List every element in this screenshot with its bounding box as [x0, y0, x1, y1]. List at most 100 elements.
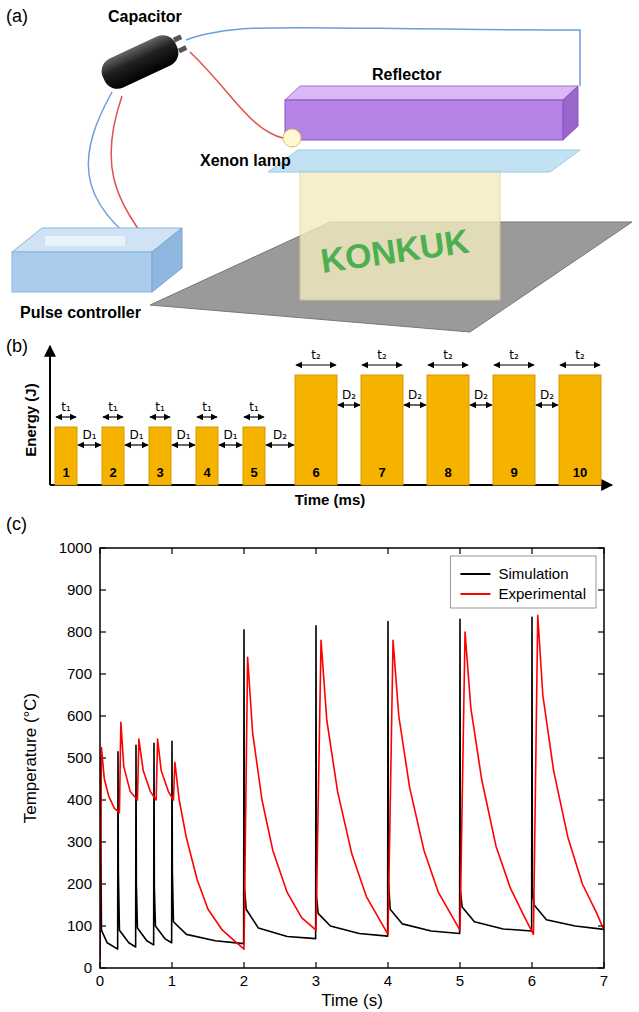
lamp-label: Xenon lamp — [200, 152, 291, 169]
glass-slab — [268, 150, 580, 172]
tick — [459, 548, 460, 554]
legend-swatch — [460, 573, 490, 575]
tick — [598, 715, 604, 716]
pulse-label: 1 — [62, 465, 69, 480]
legend-label: Experimental — [498, 585, 586, 602]
pulse-label: 3 — [156, 465, 163, 480]
tick — [598, 631, 604, 632]
duration-label: t₁ — [202, 400, 212, 414]
pulse — [559, 375, 601, 485]
span-arrow — [296, 364, 336, 365]
plot-frame — [100, 548, 604, 968]
delay-label: D₁ — [129, 428, 143, 442]
span-arrow — [56, 416, 76, 417]
series-line — [100, 617, 604, 955]
span-arrow — [338, 404, 360, 405]
tick — [100, 589, 106, 590]
pulse — [149, 427, 171, 485]
tick — [598, 673, 604, 674]
axis-title: Energy (J) — [22, 383, 39, 456]
tick-label: 500 — [67, 749, 92, 766]
span-arrow — [494, 364, 534, 365]
tick-label: 0 — [96, 972, 104, 989]
duration-label: t₂ — [443, 348, 453, 362]
plot-area — [100, 615, 604, 959]
pulse-label: 9 — [510, 465, 517, 480]
axis-title: Time (ms) — [295, 491, 366, 508]
span-arrow — [219, 444, 242, 445]
capacitor-pin — [178, 45, 187, 53]
capacitor-label: Capacitor — [108, 8, 182, 25]
tick — [315, 962, 316, 968]
delay-label: D₂ — [342, 388, 356, 402]
tick-label: 1 — [168, 972, 176, 989]
panel-label: (c) — [6, 514, 27, 534]
tick-label: 400 — [67, 791, 92, 808]
reflector-top — [285, 86, 578, 100]
tick-label: 1000 — [59, 539, 92, 556]
tick — [100, 631, 106, 632]
axis-title: Time (s) — [321, 991, 383, 1010]
pulse — [295, 375, 337, 485]
pulse — [493, 375, 535, 485]
tick — [531, 548, 532, 554]
controller-label: Pulse controller — [20, 304, 141, 321]
tick-label: 7 — [600, 972, 608, 989]
tick-label: 800 — [67, 623, 92, 640]
tick-label: 0 — [84, 959, 92, 976]
pulse-label: 6 — [312, 465, 319, 480]
tick-label: 4 — [384, 972, 392, 989]
wire — [190, 52, 283, 138]
pulse-label: 4 — [203, 465, 211, 480]
reflector-label: Reflector — [372, 66, 441, 83]
pulse-label: 2 — [109, 465, 116, 480]
pulse-label: 5 — [250, 465, 257, 480]
pulse — [196, 427, 218, 485]
tick-label: 100 — [67, 917, 92, 934]
tick-label: 300 — [67, 833, 92, 850]
duration-label: t₂ — [311, 348, 321, 362]
duration-label: t₂ — [377, 348, 387, 362]
duration-label: t₁ — [155, 400, 165, 414]
span-arrow — [428, 364, 468, 365]
reflector-end — [563, 86, 578, 140]
span-arrow — [560, 364, 600, 365]
tick — [100, 673, 106, 674]
controller-front — [12, 252, 152, 292]
tick — [243, 548, 244, 554]
duration-label: t₁ — [249, 400, 259, 414]
pulse — [243, 427, 265, 485]
capacitor-pin — [173, 34, 182, 42]
tick — [315, 548, 316, 554]
tick-label: 6 — [528, 972, 536, 989]
tick — [171, 962, 172, 968]
legend: SimulationExperimental — [450, 556, 596, 608]
span-arrow — [404, 404, 426, 405]
controller-side — [152, 228, 182, 292]
pulse — [102, 427, 124, 485]
delay-label: D₁ — [82, 428, 96, 442]
duration-label: t₂ — [509, 348, 519, 362]
tick-label: 600 — [67, 707, 92, 724]
tick-label: 2 — [240, 972, 248, 989]
span-arrow — [125, 444, 148, 445]
tick — [387, 548, 388, 554]
span-arrow — [172, 444, 195, 445]
delay-label: D₁ — [223, 428, 237, 442]
pulse-label: 8 — [444, 465, 451, 480]
delay-label: D₂ — [408, 388, 422, 402]
pulse — [427, 375, 469, 485]
duration-label: t₁ — [108, 400, 118, 414]
tick — [598, 841, 604, 842]
lamp — [283, 129, 301, 147]
pulse-label: 10 — [573, 465, 587, 480]
tick-label: 900 — [67, 581, 92, 598]
tick — [387, 962, 388, 968]
tick-label: 5 — [456, 972, 464, 989]
capacitor-body — [97, 31, 183, 94]
panel-label: (b) — [6, 336, 28, 356]
capacitor — [97, 27, 190, 93]
span-arrow — [103, 416, 123, 417]
tick — [598, 757, 604, 758]
tick-label: 200 — [67, 875, 92, 892]
